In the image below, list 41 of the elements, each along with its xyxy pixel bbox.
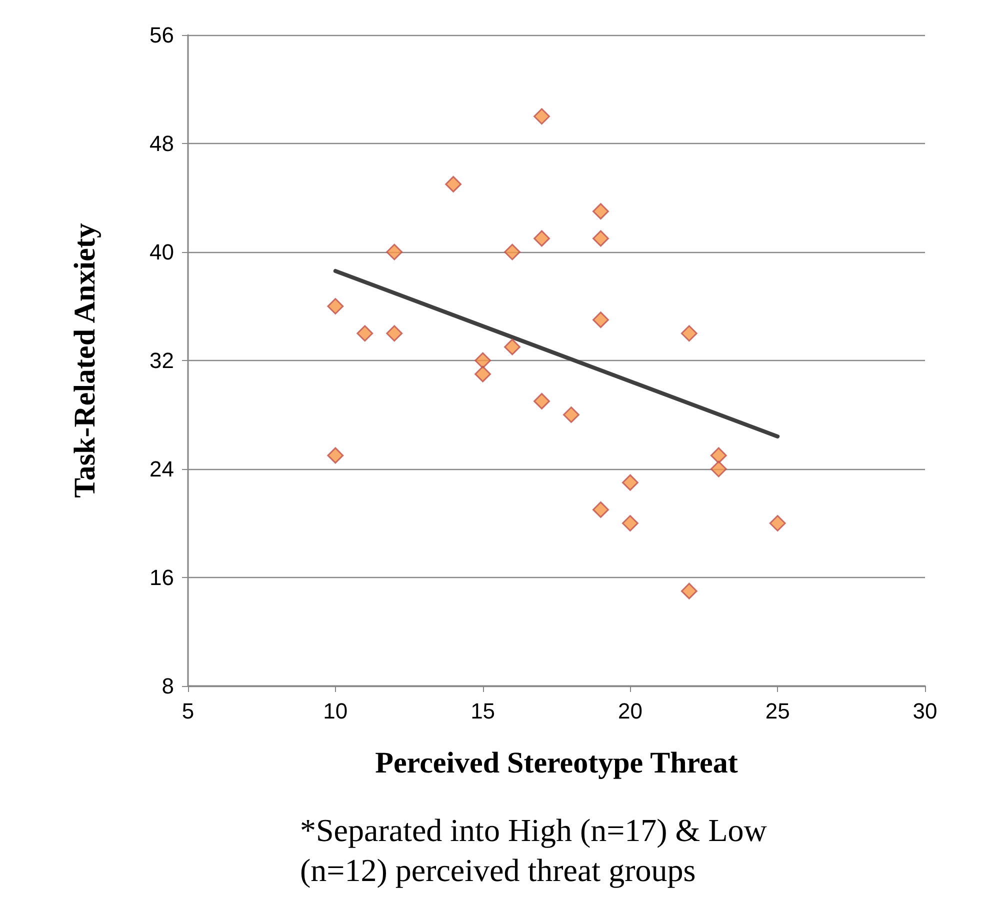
point	[504, 244, 521, 260]
point	[327, 298, 344, 314]
point	[710, 460, 727, 478]
point	[534, 392, 550, 410]
point	[356, 325, 374, 342]
point	[534, 108, 550, 125]
y-tick-label: 56	[150, 22, 174, 48]
x-tick-label: 5	[182, 698, 194, 724]
point	[622, 515, 638, 532]
y-tick-label: 8	[162, 674, 174, 698]
point	[592, 312, 609, 328]
point	[680, 582, 698, 600]
x-tick-label: 20	[618, 698, 642, 724]
x-tick-label: 15	[470, 698, 496, 724]
y-tick-label: 24	[150, 456, 174, 482]
point	[562, 406, 580, 423]
y-axis-title: Task-Related Anxiety	[68, 223, 102, 498]
y-tick-label: 40	[150, 240, 174, 264]
point	[474, 366, 492, 382]
point	[592, 230, 609, 247]
text: *Separated into High (n=17) & Low (n=12) perceived threat groups	[300, 812, 775, 888]
y-tick-label: 16	[150, 565, 174, 590]
point	[592, 203, 609, 220]
point	[445, 176, 462, 192]
point	[710, 447, 727, 464]
point	[622, 474, 638, 491]
point	[386, 244, 403, 260]
y-tick-label: 48	[150, 131, 174, 156]
x-tick-label: 30	[912, 698, 938, 724]
y-tick-label: 32	[150, 348, 174, 373]
point	[504, 338, 521, 356]
point	[327, 447, 344, 464]
x-tick-label: 10	[323, 698, 348, 724]
point	[592, 501, 609, 518]
point	[534, 230, 550, 247]
x-axis-title: Perceived Stereotype Threat	[375, 746, 738, 780]
x-tick-label: 25	[765, 698, 790, 724]
point	[769, 515, 786, 532]
point	[386, 325, 403, 342]
point	[680, 325, 698, 342]
point	[474, 352, 492, 369]
